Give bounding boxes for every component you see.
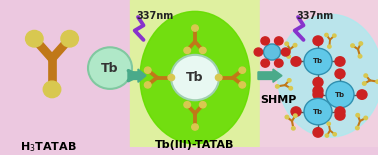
Circle shape [200,47,206,53]
Circle shape [43,81,61,98]
FancyBboxPatch shape [130,0,378,147]
Circle shape [184,102,191,108]
Circle shape [200,102,206,108]
Circle shape [276,85,279,88]
Circle shape [254,48,263,56]
Circle shape [335,107,345,116]
Circle shape [364,74,367,77]
Circle shape [304,98,332,125]
Circle shape [326,81,354,108]
FancyArrow shape [128,69,146,82]
Circle shape [168,74,175,81]
Circle shape [364,116,367,120]
Circle shape [144,82,151,88]
Circle shape [363,82,366,85]
Text: Tb: Tb [313,58,323,64]
Circle shape [239,67,246,73]
Text: 337nm: 337nm [136,11,174,21]
Circle shape [328,45,331,48]
Circle shape [335,69,345,78]
Circle shape [26,30,43,47]
Text: Tb: Tb [335,92,345,98]
Circle shape [313,90,323,99]
Circle shape [335,111,345,120]
Circle shape [184,47,191,53]
Circle shape [281,48,290,56]
Text: 337nm: 337nm [296,11,334,21]
Circle shape [285,115,289,119]
Circle shape [261,59,270,67]
Circle shape [313,78,323,87]
Text: Tb: Tb [186,71,204,84]
Circle shape [333,133,336,136]
Circle shape [359,42,363,45]
Circle shape [261,37,270,45]
Circle shape [88,47,132,89]
Circle shape [291,127,295,130]
Circle shape [287,55,290,58]
Circle shape [291,107,301,116]
Text: Tb: Tb [313,109,323,115]
Circle shape [61,30,78,47]
Circle shape [327,122,330,125]
Circle shape [287,79,291,82]
FancyBboxPatch shape [0,0,180,147]
Circle shape [313,128,323,137]
Circle shape [293,43,297,47]
FancyBboxPatch shape [260,0,378,147]
FancyArrow shape [258,69,282,82]
Circle shape [263,44,280,60]
Circle shape [192,124,198,130]
Circle shape [289,86,293,90]
Circle shape [357,90,367,99]
Circle shape [313,36,323,45]
Circle shape [239,82,246,88]
Circle shape [325,33,328,37]
Circle shape [215,74,222,81]
Circle shape [171,55,219,100]
Ellipse shape [140,11,250,144]
Circle shape [335,57,345,66]
Circle shape [376,80,378,83]
Circle shape [356,113,359,117]
Text: Tb: Tb [101,62,119,75]
Circle shape [274,37,283,45]
Circle shape [144,67,151,73]
Circle shape [325,134,328,137]
Text: H$_3$TATAB: H$_3$TATAB [20,140,76,154]
Circle shape [285,42,288,45]
Circle shape [304,48,332,75]
Ellipse shape [277,14,378,137]
Circle shape [356,126,359,130]
Circle shape [313,86,323,95]
Circle shape [274,59,283,67]
Circle shape [351,44,355,47]
Text: SHMP: SHMP [260,95,296,105]
Circle shape [291,57,301,66]
Circle shape [333,34,336,37]
Circle shape [358,55,362,58]
Circle shape [192,25,198,31]
Text: Tb(III)-TATAB: Tb(III)-TATAB [155,140,235,150]
Circle shape [293,114,297,117]
